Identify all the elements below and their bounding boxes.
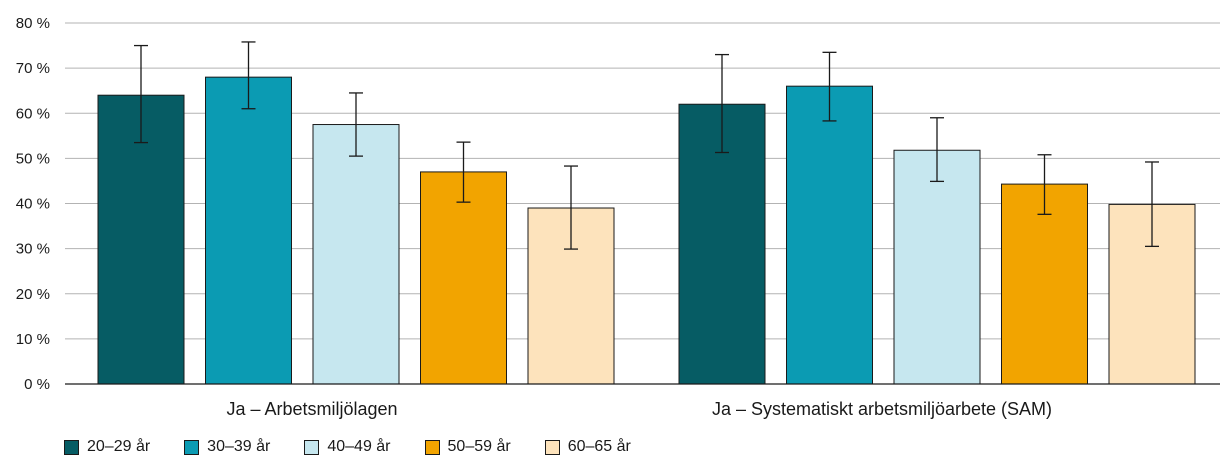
legend-label: 50–59 år (447, 438, 511, 455)
legend-label: 40–49 år (327, 438, 391, 455)
y-axis-ticks: 0 % 10 % 20 % 30 % 40 % 50 % 60 % 70 % 80 % (16, 15, 50, 393)
bar (893, 149, 981, 385)
legend-swatch (304, 439, 320, 455)
y-tick-label: 70 % (16, 60, 50, 77)
bar (312, 124, 400, 385)
error-bars-layer (134, 41, 1159, 250)
legend: 20–29 år 30–39 år 40–49 år 50–59 år 60–65 år (64, 438, 665, 456)
category-label: Ja – Arbetsmiljölagen (226, 399, 397, 419)
bar (786, 85, 873, 385)
legend-swatch (424, 439, 440, 455)
y-tick-label: 0 % (24, 376, 50, 393)
legend-label: 30–39 år (207, 438, 271, 455)
legend-item: 50–59 år (424, 438, 511, 456)
y-tick-label: 30 % (16, 241, 50, 258)
legend-label: 60–65 år (567, 438, 631, 455)
bar (1001, 183, 1088, 385)
legend-label: 20–29 år (87, 438, 151, 455)
category-labels: Ja – Arbetsmiljölagen Ja – Systematiskt a… (226, 399, 1052, 419)
bar (205, 76, 292, 385)
y-tick-label: 60 % (16, 105, 50, 122)
y-tick-label: 50 % (16, 150, 50, 167)
legend-swatch (64, 439, 79, 455)
bar (97, 94, 185, 385)
y-tick-label: 80 % (16, 15, 50, 32)
legend-swatch (184, 439, 200, 455)
legend-item: 60–65 år (544, 438, 631, 456)
legend-item: 40–49 år (304, 438, 391, 456)
y-tick-label: 40 % (16, 196, 50, 213)
bar (420, 171, 507, 385)
legend-swatch (544, 439, 560, 455)
category-label: Ja – Systematiskt arbetsmiljöarbete (SAM… (712, 399, 1052, 419)
bar-chart: 0 % 10 % 20 % 30 % 40 % 50 % 60 % 70 % 80 % Ja –… (16, 15, 1220, 419)
y-tick-label: 20 % (16, 286, 50, 303)
legend-item: 20–29 år (64, 438, 150, 456)
bars-layer (97, 76, 1196, 385)
y-tick-label: 10 % (16, 331, 50, 348)
legend-item: 30–39 år (184, 438, 270, 456)
